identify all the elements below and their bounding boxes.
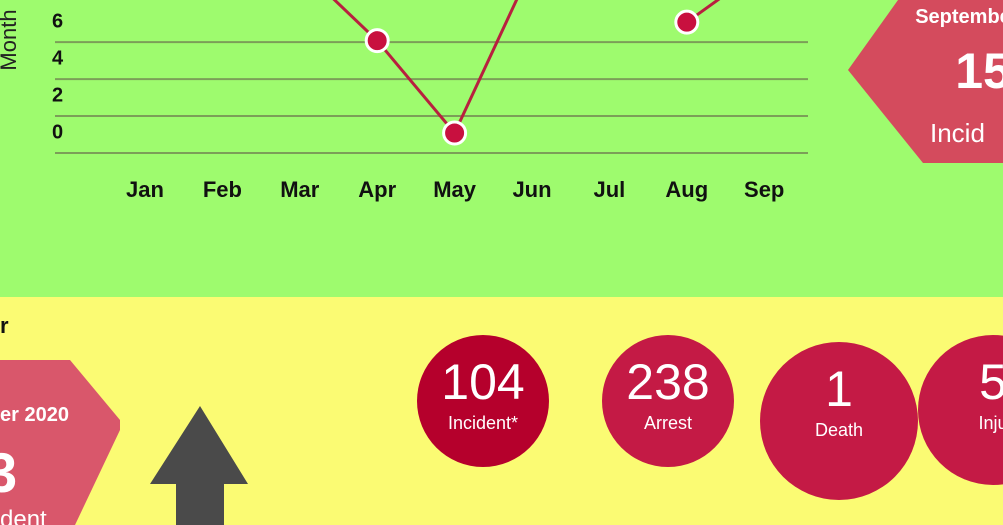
- highlight-top: Septembe 15 Incid: [848, 0, 1003, 163]
- stat-circle: 238 Arrest: [602, 335, 734, 467]
- x-tick-label: Sep: [744, 177, 784, 202]
- line: [332, 0, 721, 136]
- stat-label: Death: [814, 420, 864, 440]
- y-tick-label: 4: [52, 47, 64, 69]
- label: dent: [0, 506, 47, 525]
- x-tick-label: Jun: [512, 177, 551, 202]
- stat-value: 104: [441, 354, 525, 410]
- stat-value: 238: [626, 354, 710, 410]
- stat-circle: 5 Inju: [918, 335, 1003, 485]
- chart: Month 0 2 4 6 Jan Feb Mar Apr May Jun Jul Aug Sep: [0, 0, 808, 202]
- month: er 2020: [0, 404, 69, 426]
- summary-section: r er 2020 3 dent 104 Incident* 238 Arrest 1 D…: [0, 297, 1003, 525]
- point: [442, 120, 468, 146]
- point: [364, 28, 390, 54]
- highlight-bottom: er 2020 3 dent: [0, 360, 125, 525]
- value: 15: [955, 43, 1003, 99]
- stat-label: Incident*: [447, 413, 519, 433]
- y-axis-label: Month: [0, 9, 21, 70]
- stat-circle: 104 Incident*: [417, 335, 549, 467]
- stat-circle: 1 Death: [760, 342, 918, 500]
- x-tick-label: Apr: [358, 177, 396, 202]
- x-tick-label: Aug: [665, 177, 708, 202]
- point: [674, 9, 700, 35]
- y-tick-label: 0: [52, 121, 63, 143]
- stat-label: Arrest: [643, 413, 692, 433]
- chart-section: Month 0 2 4 6 Jan Feb Mar Apr May Jun Jul Aug Sep Se…: [0, 0, 1003, 297]
- arrow-icon: [150, 406, 248, 525]
- value: 3: [0, 441, 18, 504]
- y-tick-label: 2: [52, 84, 63, 106]
- x-tick-label: May: [433, 177, 477, 202]
- hexagon: [0, 360, 120, 525]
- stat-value: 5: [979, 354, 1003, 410]
- stat-value: 1: [825, 361, 853, 417]
- hexagon: [848, 0, 1003, 163]
- month: Septembe: [915, 6, 1003, 28]
- section-title: r: [0, 313, 9, 338]
- x-tick-label: Mar: [280, 177, 320, 202]
- label: Incid: [930, 118, 985, 148]
- y-tick-label: 6: [52, 10, 63, 32]
- x-tick-label: Jan: [126, 177, 164, 202]
- x-tick-label: Feb: [203, 177, 242, 202]
- x-tick-label: Jul: [594, 177, 626, 202]
- stat-label: Inju: [978, 413, 1003, 433]
